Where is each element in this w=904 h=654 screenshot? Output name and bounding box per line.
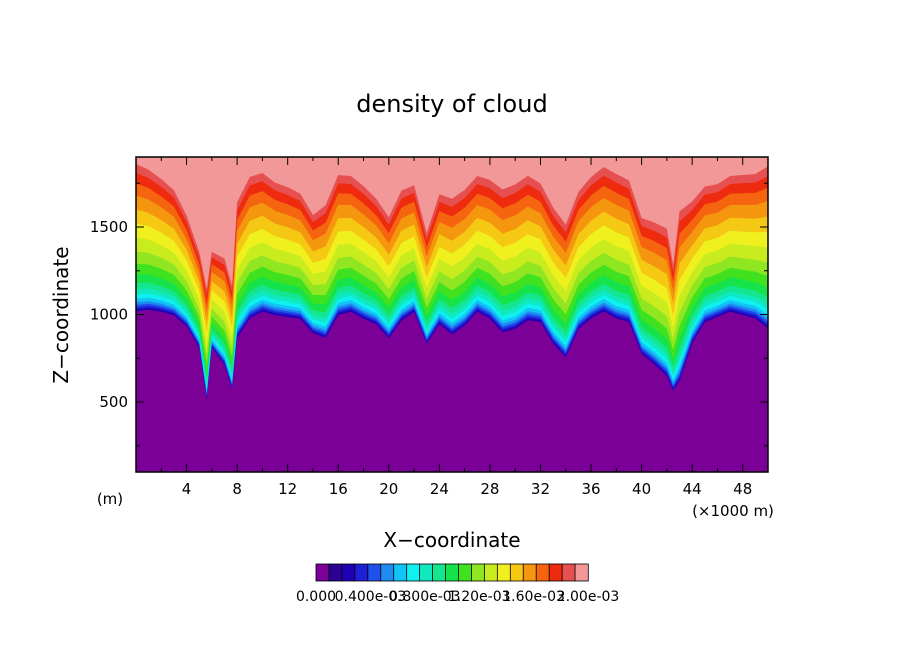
y-tick-label-1: 1000: [90, 306, 128, 324]
x-tick-label-5: 24: [430, 480, 449, 498]
colorbar-swatch-7: [406, 563, 421, 582]
colorbar-swatch-13: [483, 563, 499, 582]
contour-field: [136, 157, 768, 472]
colorbar-swatch-10: [445, 563, 460, 582]
colorbar-swatch-5: [380, 563, 395, 582]
colorbar-swatch-2: [341, 563, 356, 582]
colorbar-label-4: 1.60e-03: [502, 589, 565, 605]
colorbar-swatch-9: [432, 563, 447, 582]
colorbar-swatch-18: [548, 563, 563, 582]
y-axis: 500 1000 1500: [90, 182, 768, 447]
colorbar-swatch-0: [315, 563, 330, 582]
y-axis-label: Z−coordinate: [49, 246, 73, 383]
x-tick-label-1: 8: [232, 480, 242, 498]
colorbar-swatch-8: [419, 563, 434, 582]
colorbar-swatch-3: [354, 563, 369, 582]
x-tick-label-2: 12: [278, 480, 297, 498]
x-tick-label-10: 44: [683, 480, 702, 498]
y-tick-label-0: 500: [99, 393, 128, 411]
colorbar: [315, 563, 589, 582]
colorbar-swatch-17: [535, 563, 550, 582]
colorbar-label-0: 0.000: [296, 589, 336, 605]
colorbar-label-3: 1.20e-03: [448, 589, 511, 605]
colorbar-label-1: 0.400e-03: [335, 589, 407, 605]
colorbar-label-2: 0.800e-03: [389, 589, 461, 605]
chart-title: density of cloud: [356, 90, 547, 118]
colorbar-swatch-14: [496, 563, 511, 582]
y-tick-label-2: 1500: [90, 218, 128, 236]
colorbar-swatch-11: [458, 563, 473, 582]
colorbar-swatch-6: [393, 563, 408, 582]
x-axis: 4 8 12 16 20 24 28 32 36 40 44 48: [160, 157, 752, 498]
colorbar-swatch-12: [471, 563, 486, 582]
x-tick-label-8: 36: [581, 480, 600, 498]
colorbar-swatch-16: [522, 563, 537, 582]
y-unit-label: (m): [97, 490, 123, 508]
contour-band-19: [136, 157, 768, 296]
x-tick-label-7: 32: [531, 480, 550, 498]
contour-band-20: [136, 157, 768, 290]
colorbar-swatch-4: [367, 563, 382, 582]
colorbar-labels: 0.0000.400e-030.800e-031.20e-031.60e-032…: [296, 589, 619, 605]
colorbar-swatch-15: [509, 563, 524, 582]
x-unit-label: (×1000 m): [692, 502, 774, 520]
x-tick-label-11: 48: [733, 480, 752, 498]
x-tick-label-6: 28: [480, 480, 499, 498]
x-tick-label-0: 4: [182, 480, 192, 498]
colorbar-swatch-20: [574, 563, 589, 582]
x-tick-label-9: 40: [632, 480, 651, 498]
x-axis-label: X−coordinate: [383, 528, 520, 552]
colorbar-label-5: 2.00e-03: [557, 589, 620, 605]
x-tick-label-3: 16: [329, 480, 348, 498]
colorbar-swatch-19: [561, 563, 576, 582]
colorbar-swatch-1: [328, 563, 343, 582]
x-tick-label-4: 20: [379, 480, 398, 498]
